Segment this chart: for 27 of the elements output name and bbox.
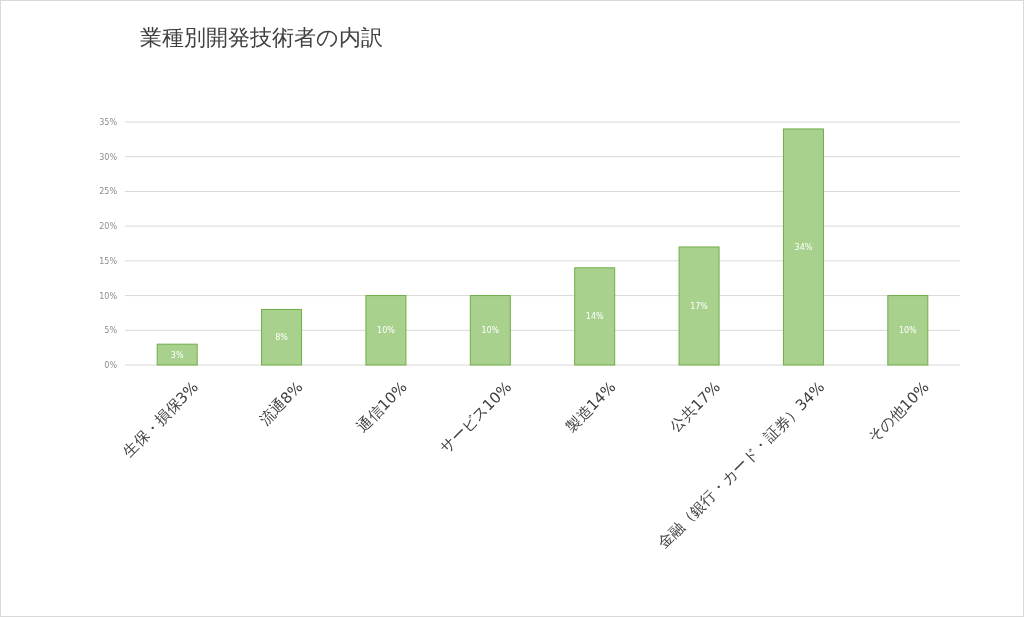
bar (574, 267, 616, 366)
bar (469, 295, 511, 366)
y-tick-label: 30% (99, 152, 118, 162)
data-label: 10% (377, 326, 396, 336)
data-label: 8% (275, 333, 289, 343)
data-label: 14% (585, 312, 604, 322)
data-label: 17% (690, 301, 709, 311)
y-tick-label: 15% (99, 256, 118, 266)
data-label: 10% (898, 326, 918, 336)
y-tick-label: 35% (99, 118, 118, 127)
bar (678, 246, 720, 366)
y-tick-label: 5% (104, 326, 118, 336)
y-tick-label: 10% (99, 291, 118, 301)
bar (782, 128, 824, 366)
x-tick-label: 生保・損保3% (119, 378, 203, 461)
x-tick-label: 流通8% (255, 378, 307, 429)
y-tick-label: 0% (104, 361, 118, 370)
bar (365, 295, 407, 366)
data-label: 3% (170, 350, 184, 360)
data-label: 34% (794, 242, 813, 252)
chart-title: 業種別開発技術者の内訳 (140, 25, 383, 50)
bar (887, 295, 929, 366)
bar (261, 308, 303, 366)
data-label: 10% (481, 326, 500, 336)
y-tick-label: 20% (99, 222, 118, 232)
bar (156, 343, 198, 366)
y-tick-label: 25% (99, 187, 118, 197)
